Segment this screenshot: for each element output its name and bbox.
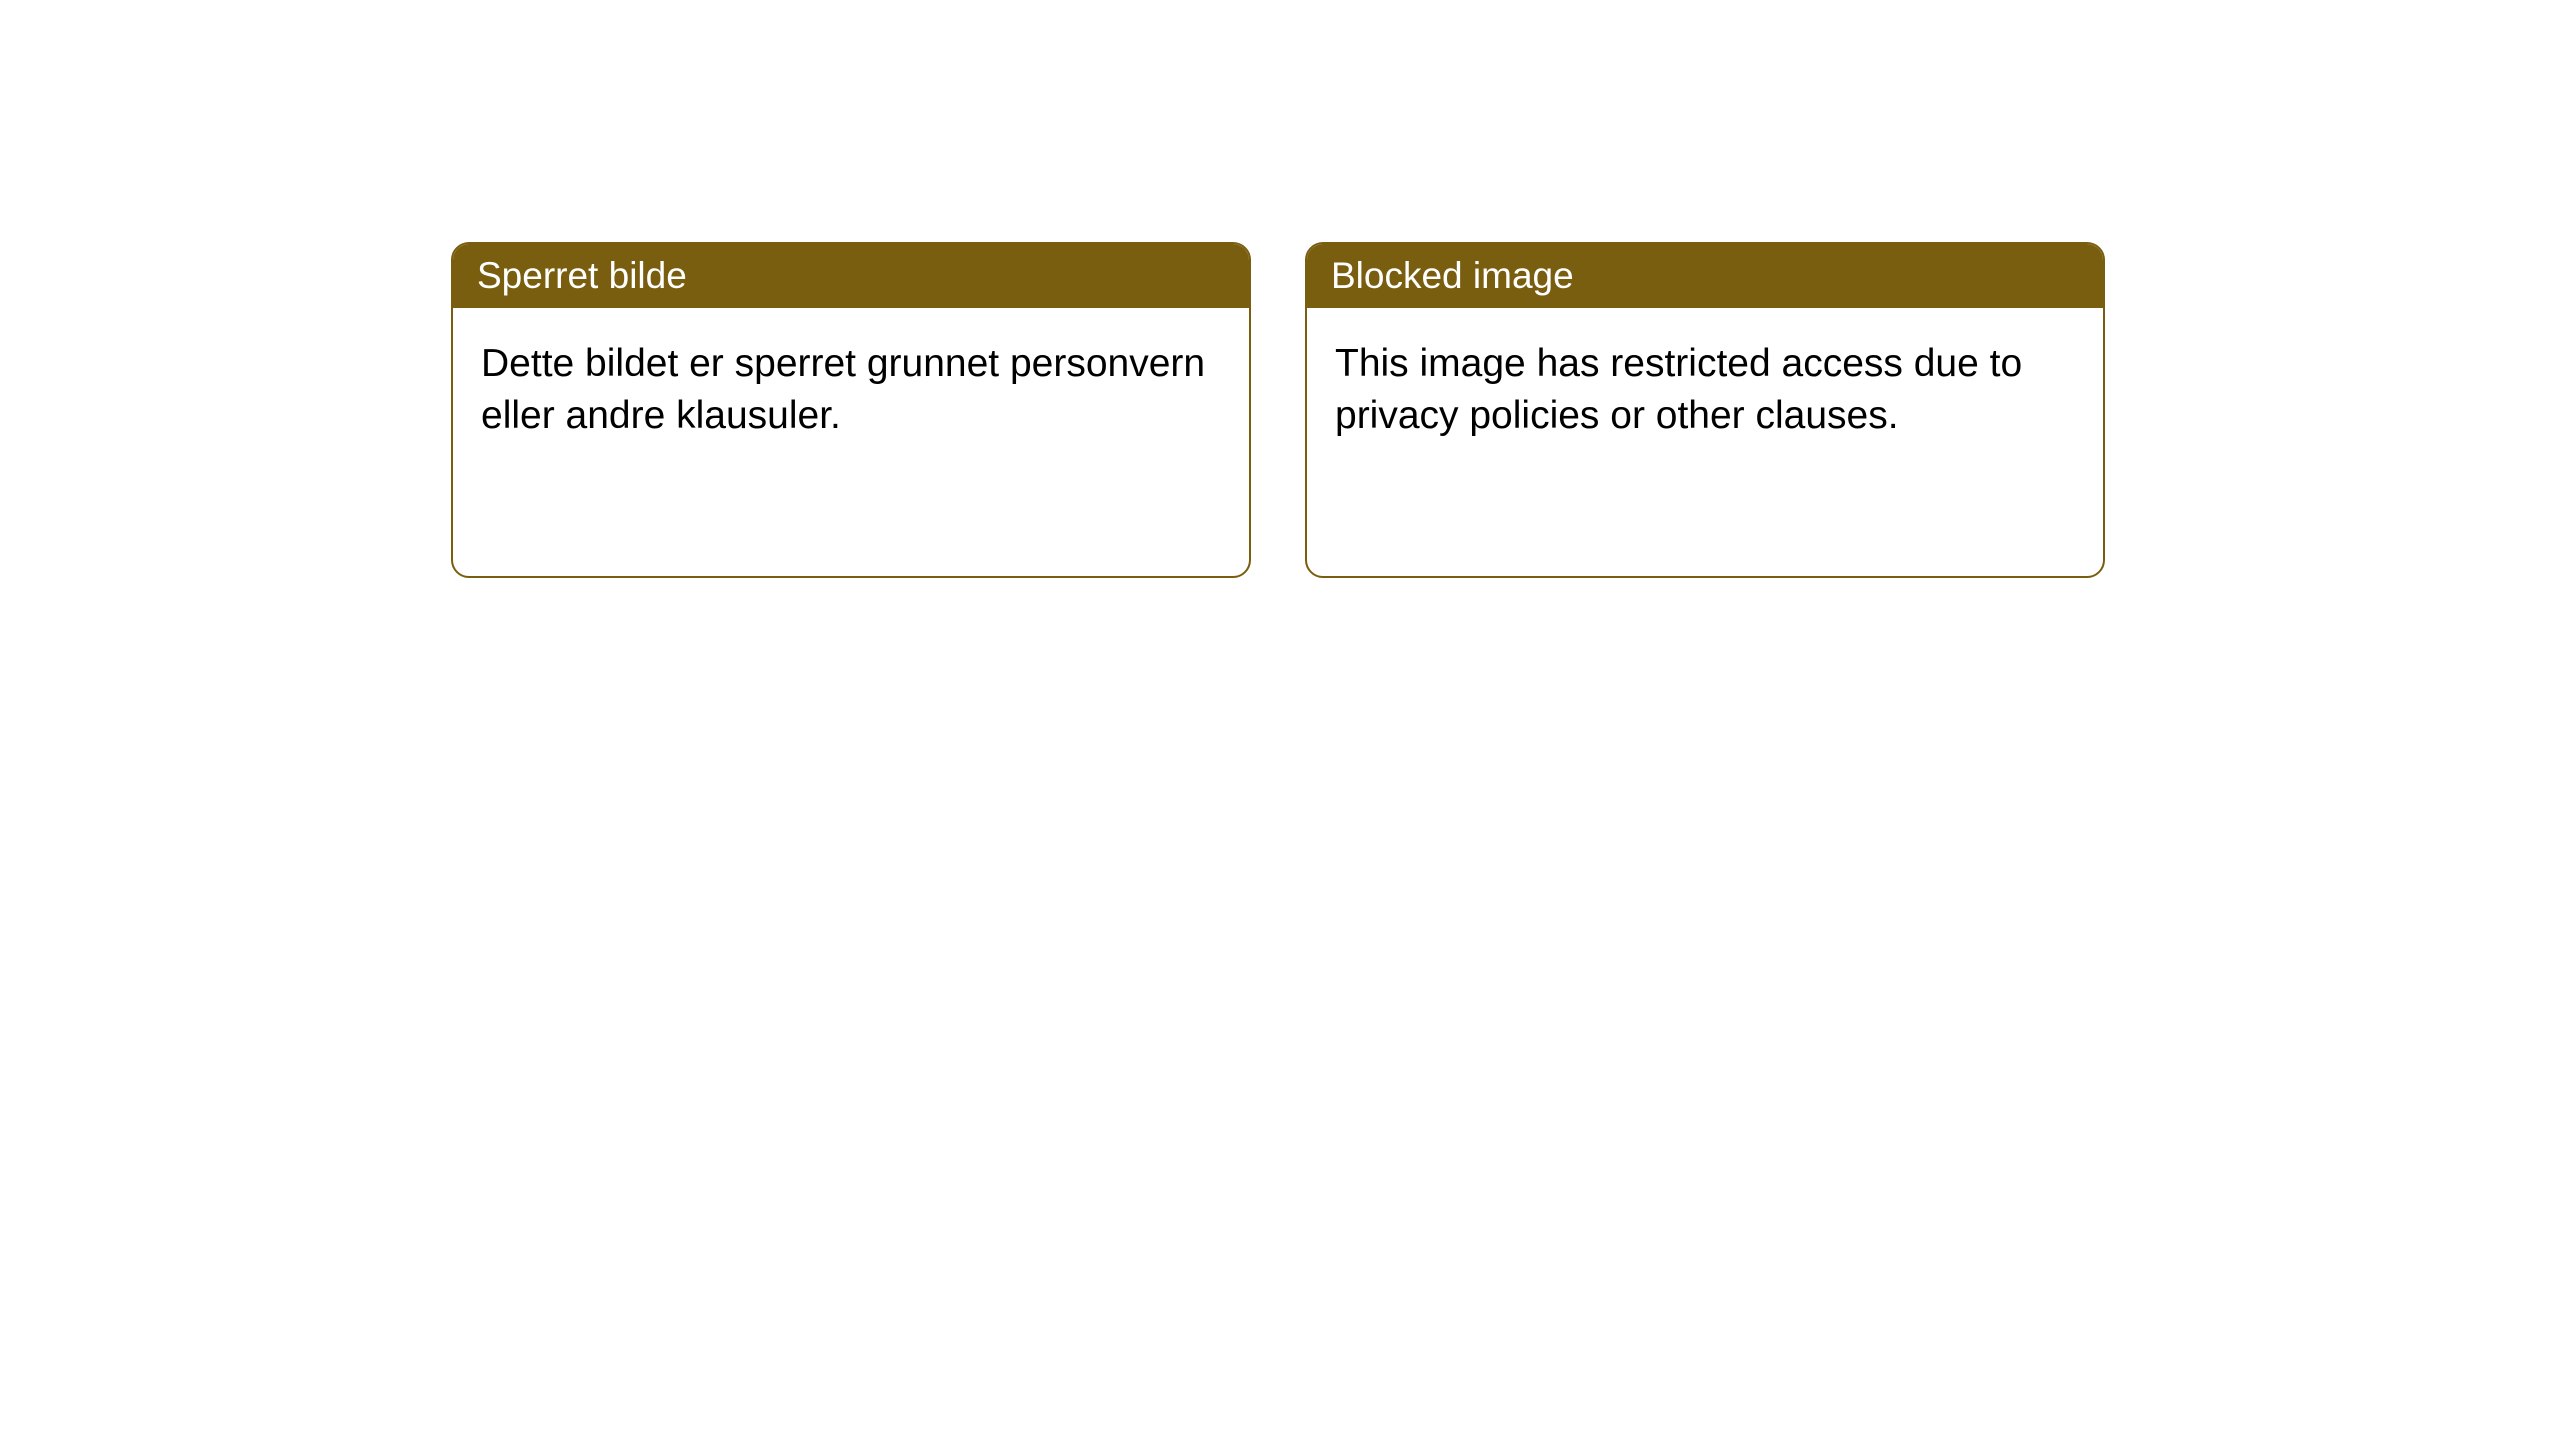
card-body-en: This image has restricted access due to … — [1307, 308, 2103, 471]
card-title-en: Blocked image — [1307, 244, 2103, 308]
blocked-image-card-en: Blocked image This image has restricted … — [1305, 242, 2105, 578]
blocked-image-notice-container: Sperret bilde Dette bildet er sperret gr… — [451, 242, 2560, 578]
blocked-image-card-no: Sperret bilde Dette bildet er sperret gr… — [451, 242, 1251, 578]
card-title-no: Sperret bilde — [453, 244, 1249, 308]
card-body-no: Dette bildet er sperret grunnet personve… — [453, 308, 1249, 471]
